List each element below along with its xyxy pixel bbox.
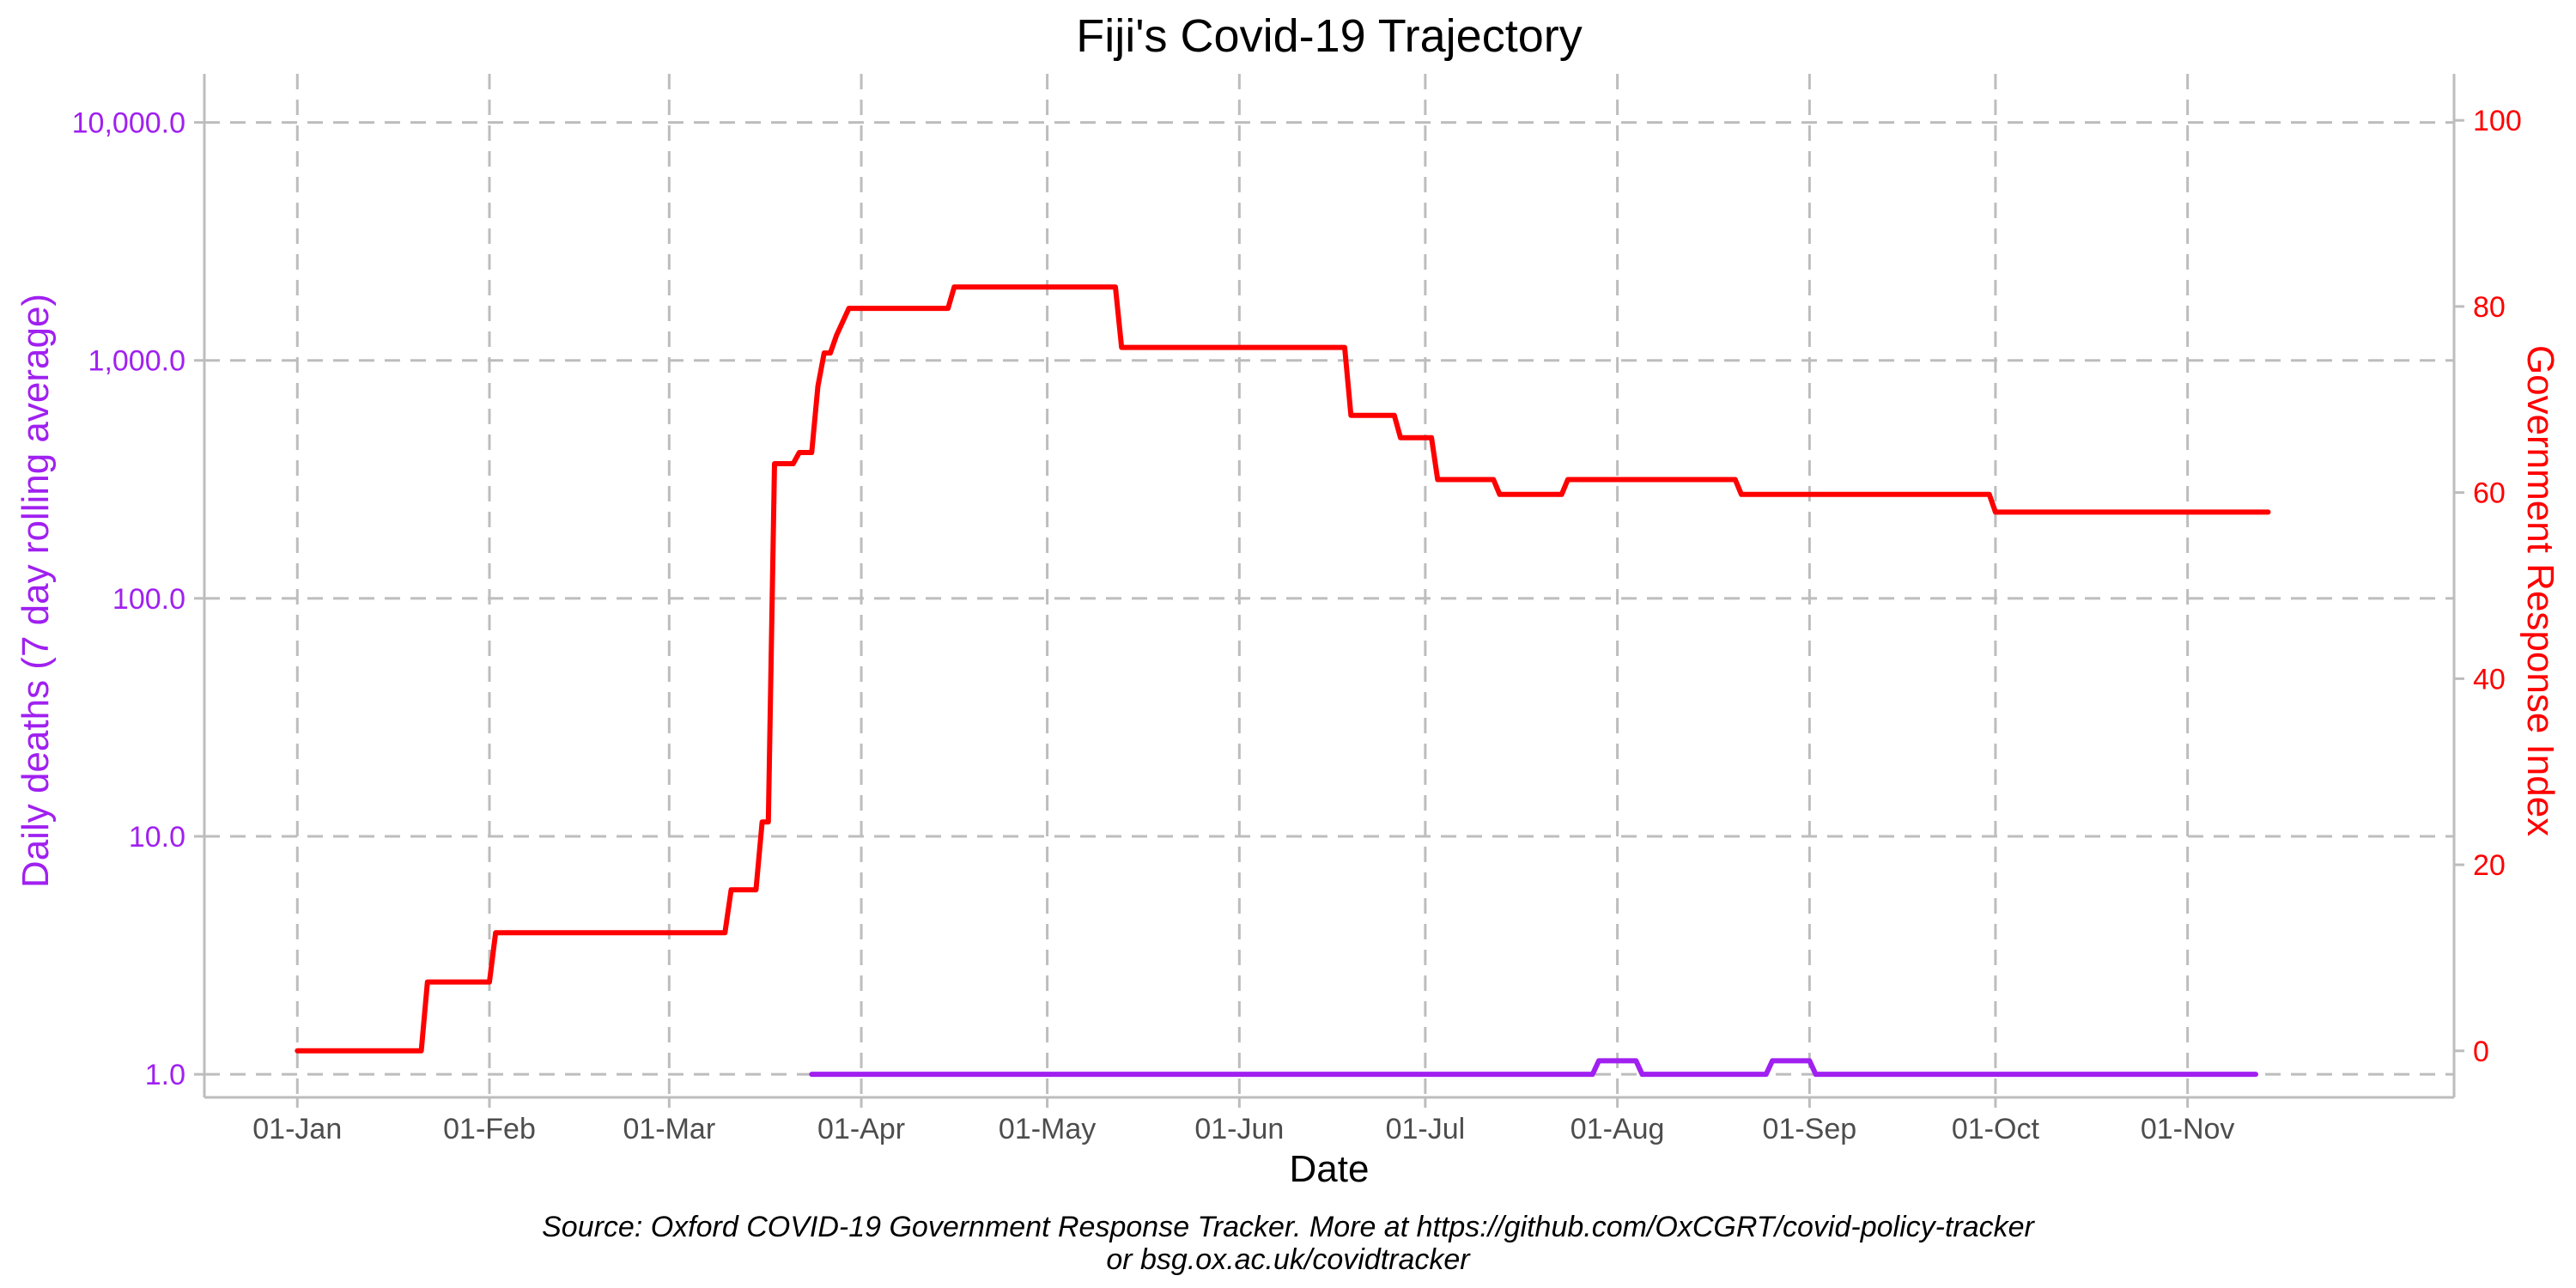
source-line-1: Source: Oxford COVID-19 Government Respo… (542, 1211, 2035, 1243)
x-tick-label: 01-Jan (252, 1113, 342, 1145)
y-right-tick-label: 0 (2473, 1036, 2489, 1068)
y-right-tick-label: 20 (2473, 849, 2506, 882)
y-left-tick-label: 100.0 (112, 583, 185, 616)
source-line-2: or bsg.ox.ac.uk/covidtracker (1106, 1243, 1471, 1276)
x-tick-label: 01-Jun (1194, 1113, 1284, 1145)
grid (204, 74, 2454, 1097)
tick-labels: 01-Jan 01-Feb 01-Mar 01-Apr 01-May 01-Jun 01-J… (72, 105, 2522, 1145)
y-left-tick-label: 10,000.0 (72, 107, 185, 140)
x-tick-label: 01-Sep (1763, 1113, 1857, 1145)
x-tick-label: 01-Apr (817, 1113, 905, 1145)
y-left-tick-label: 1,000.0 (88, 345, 185, 378)
daily-deaths-line (809, 1058, 2258, 1078)
y-right-tick-label: 100 (2473, 105, 2522, 137)
x-tick-label: 01-Jul (1386, 1113, 1466, 1145)
axes (194, 74, 2464, 1108)
x-axis-title: Date (1290, 1148, 1370, 1190)
y-right-tick-label: 40 (2473, 663, 2506, 696)
y-left-tick-label: 10.0 (129, 821, 185, 854)
y-axis-left-title: Daily deaths (7 day rolling average) (15, 294, 57, 888)
x-tick-label: 01-Mar (623, 1113, 715, 1145)
y-left-tick-label: 1.0 (145, 1059, 185, 1091)
x-tick-label: 01-Aug (1571, 1113, 1665, 1145)
x-tick-label: 01-Feb (443, 1113, 536, 1145)
y-right-tick-label: 60 (2473, 477, 2506, 510)
x-tick-label: 01-Oct (1952, 1113, 2040, 1145)
x-tick-label: 01-May (999, 1113, 1096, 1145)
y-axis-right-title: Government Response Index (2519, 345, 2561, 836)
x-tick-label: 01-Nov (2141, 1113, 2235, 1145)
y-right-tick-label: 80 (2473, 291, 2506, 324)
government-response-line (295, 284, 2271, 1054)
chart-title: Fiji's Covid-19 Trajectory (1076, 10, 1582, 62)
series (295, 284, 2271, 1078)
